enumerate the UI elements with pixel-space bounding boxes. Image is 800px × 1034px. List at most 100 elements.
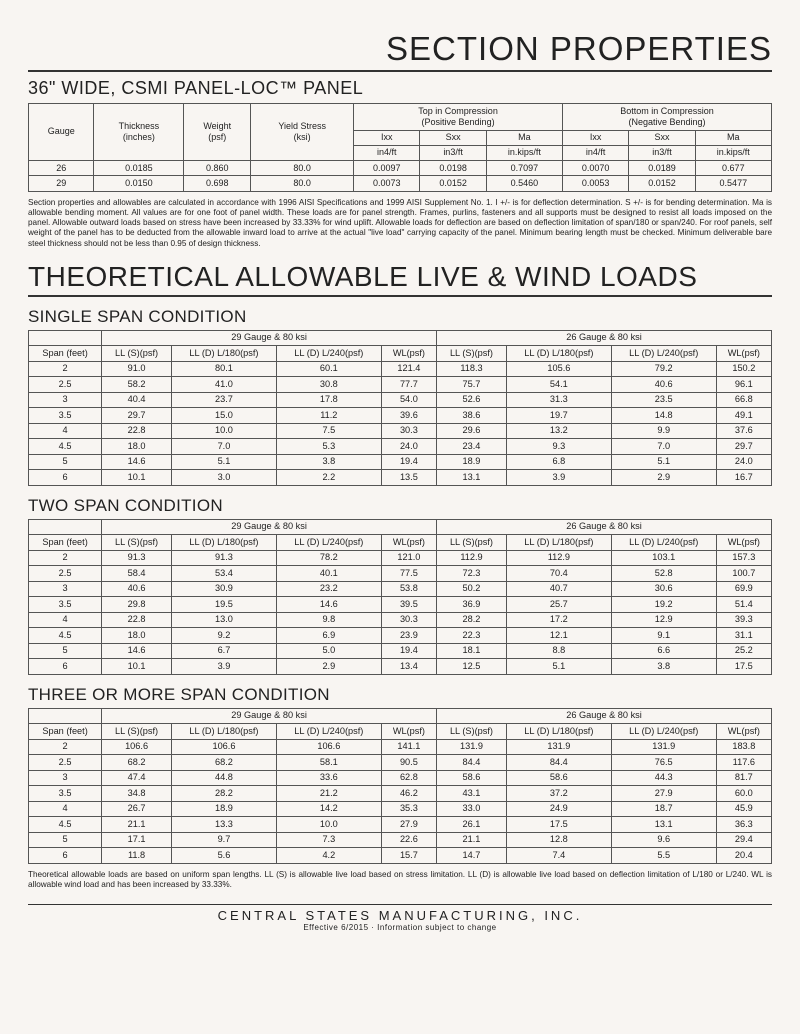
cell: 100.7 bbox=[716, 566, 771, 582]
cell: 40.6 bbox=[102, 581, 172, 597]
table-row: 2.568.268.258.190.584.484.476.5117.6 bbox=[29, 755, 772, 771]
cell: 27.9 bbox=[611, 786, 716, 802]
table-row: 611.85.64.215.714.77.45.520.4 bbox=[29, 848, 772, 864]
col-lls: LL (S)(psf) bbox=[437, 724, 507, 740]
col-ma: Ma bbox=[695, 130, 771, 145]
cell: 2 bbox=[29, 550, 102, 566]
cell: 6 bbox=[29, 848, 102, 864]
cell: 7.4 bbox=[506, 848, 611, 864]
cell: 14.7 bbox=[437, 848, 507, 864]
table-row: 3.529.819.514.639.536.925.719.251.4 bbox=[29, 597, 772, 613]
cell: 0.0097 bbox=[354, 161, 420, 176]
col-span bbox=[29, 708, 102, 724]
two-span-table: 29 Gauge & 80 ksi26 Gauge & 80 ksiSpan (… bbox=[28, 519, 772, 675]
cell: 10.0 bbox=[276, 817, 381, 833]
cell: 96.1 bbox=[716, 377, 771, 393]
cell: 51.4 bbox=[716, 597, 771, 613]
cell: 39.6 bbox=[381, 408, 436, 424]
cell: 13.2 bbox=[506, 423, 611, 439]
unit-sxx: in3/ft bbox=[420, 145, 486, 160]
cell: 23.9 bbox=[381, 628, 436, 644]
cell: 157.3 bbox=[716, 550, 771, 566]
cell: 131.9 bbox=[611, 739, 716, 755]
cell: 0.0185 bbox=[94, 161, 184, 176]
cell: 9.1 bbox=[611, 628, 716, 644]
cell: 29 bbox=[29, 176, 94, 191]
cell: 31.1 bbox=[716, 628, 771, 644]
cell: 5.1 bbox=[611, 454, 716, 470]
col-lls: LL (S)(psf) bbox=[102, 724, 172, 740]
cell: 70.4 bbox=[506, 566, 611, 582]
cell: 0.0198 bbox=[420, 161, 486, 176]
cell: 117.6 bbox=[716, 755, 771, 771]
col-lld240: LL (D) L/240(psf) bbox=[611, 724, 716, 740]
cell: 36.3 bbox=[716, 817, 771, 833]
cell: 7.5 bbox=[276, 423, 381, 439]
cell: 22.6 bbox=[381, 832, 436, 848]
cell: 0.0152 bbox=[420, 176, 486, 191]
cell: 72.3 bbox=[437, 566, 507, 582]
col-sxx: Sxx bbox=[629, 130, 695, 145]
cell: 30.6 bbox=[611, 581, 716, 597]
cell: 38.6 bbox=[437, 408, 507, 424]
col-lld240: LL (D) L/240(psf) bbox=[276, 724, 381, 740]
col-span bbox=[29, 330, 102, 346]
cell: 9.9 bbox=[611, 423, 716, 439]
cell: 60.0 bbox=[716, 786, 771, 802]
cell: 90.5 bbox=[381, 755, 436, 771]
cell: 106.6 bbox=[102, 739, 172, 755]
cell: 30.9 bbox=[172, 581, 277, 597]
cell: 121.0 bbox=[381, 550, 436, 566]
cell: 3 bbox=[29, 581, 102, 597]
cell: 2.5 bbox=[29, 377, 102, 393]
cell: 2.5 bbox=[29, 755, 102, 771]
table-row: 291.391.378.2121.0112.9112.9103.1157.3 bbox=[29, 550, 772, 566]
cell: 91.3 bbox=[102, 550, 172, 566]
cell: 5.1 bbox=[506, 659, 611, 675]
col-yield: Yield Stress (ksi) bbox=[251, 104, 354, 161]
col-wl: WL(psf) bbox=[381, 535, 436, 551]
cell: 121.4 bbox=[381, 361, 436, 377]
col-29gauge: 29 Gauge & 80 ksi bbox=[102, 708, 437, 724]
col-wl: WL(psf) bbox=[716, 724, 771, 740]
single-span-title: SINGLE SPAN CONDITION bbox=[28, 307, 772, 327]
cell: 19.4 bbox=[381, 643, 436, 659]
col-lld240: LL (D) L/240(psf) bbox=[611, 535, 716, 551]
cell: 5 bbox=[29, 832, 102, 848]
cell: 0.0073 bbox=[354, 176, 420, 191]
cell: 0.5460 bbox=[486, 176, 562, 191]
cell: 2 bbox=[29, 739, 102, 755]
cell: 17.8 bbox=[276, 392, 381, 408]
col-ixx: Ixx bbox=[354, 130, 420, 145]
cell: 14.6 bbox=[276, 597, 381, 613]
table-row: 290.01500.69880.00.00730.01520.54600.005… bbox=[29, 176, 772, 191]
cell: 9.3 bbox=[506, 439, 611, 455]
cell: 22.3 bbox=[437, 628, 507, 644]
cell: 47.4 bbox=[102, 770, 172, 786]
cell: 23.5 bbox=[611, 392, 716, 408]
cell: 10.0 bbox=[172, 423, 277, 439]
cell: 26.1 bbox=[437, 817, 507, 833]
cell: 5.5 bbox=[611, 848, 716, 864]
cell: 44.8 bbox=[172, 770, 277, 786]
cell: 131.9 bbox=[506, 739, 611, 755]
cell: 58.4 bbox=[102, 566, 172, 582]
cell: 13.5 bbox=[381, 470, 436, 486]
col-lld180: LL (D) L/180(psf) bbox=[172, 724, 277, 740]
cell: 39.3 bbox=[716, 612, 771, 628]
cell: 52.8 bbox=[611, 566, 716, 582]
cell: 150.2 bbox=[716, 361, 771, 377]
cell: 22.8 bbox=[102, 423, 172, 439]
cell: 30.3 bbox=[381, 612, 436, 628]
cell: 103.1 bbox=[611, 550, 716, 566]
cell: 3.8 bbox=[276, 454, 381, 470]
cell: 4.2 bbox=[276, 848, 381, 864]
cell: 49.1 bbox=[716, 408, 771, 424]
col-span: Span (feet) bbox=[29, 346, 102, 362]
cell: 66.8 bbox=[716, 392, 771, 408]
cell: 12.5 bbox=[437, 659, 507, 675]
cell: 58.2 bbox=[102, 377, 172, 393]
col-wl: WL(psf) bbox=[716, 535, 771, 551]
cell: 13.1 bbox=[437, 470, 507, 486]
cell: 46.2 bbox=[381, 786, 436, 802]
